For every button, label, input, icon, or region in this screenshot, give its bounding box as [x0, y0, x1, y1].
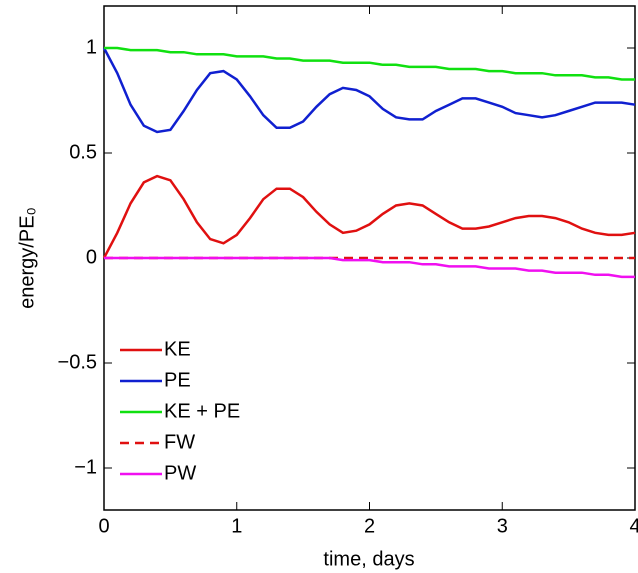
- x-tick-label: 4: [629, 515, 638, 537]
- x-tick-label: 3: [497, 515, 508, 537]
- legend-label: PW: [164, 462, 196, 484]
- legend-label: KE + PE: [164, 400, 240, 422]
- series-line: [104, 256, 635, 279]
- legend-label: KE: [164, 338, 191, 360]
- x-tick-label: 2: [364, 515, 375, 537]
- y-tick-label: −0.5: [58, 351, 97, 373]
- y-tick-label: 1: [86, 36, 97, 58]
- y-axis-label: energy/PE₀: [16, 207, 38, 309]
- x-tick-label: 1: [231, 515, 242, 537]
- legend-label: FW: [164, 431, 195, 453]
- series-line: [104, 46, 635, 81]
- y-tick-label: 0.5: [69, 141, 97, 163]
- series-line: [102, 174, 636, 259]
- series-line: [102, 47, 636, 134]
- y-tick-label: 0: [86, 246, 97, 268]
- x-tick-label: 0: [98, 515, 109, 537]
- legend-label: PE: [164, 369, 191, 391]
- x-axis-label: time, days: [323, 548, 414, 570]
- y-tick-label: −1: [74, 456, 97, 478]
